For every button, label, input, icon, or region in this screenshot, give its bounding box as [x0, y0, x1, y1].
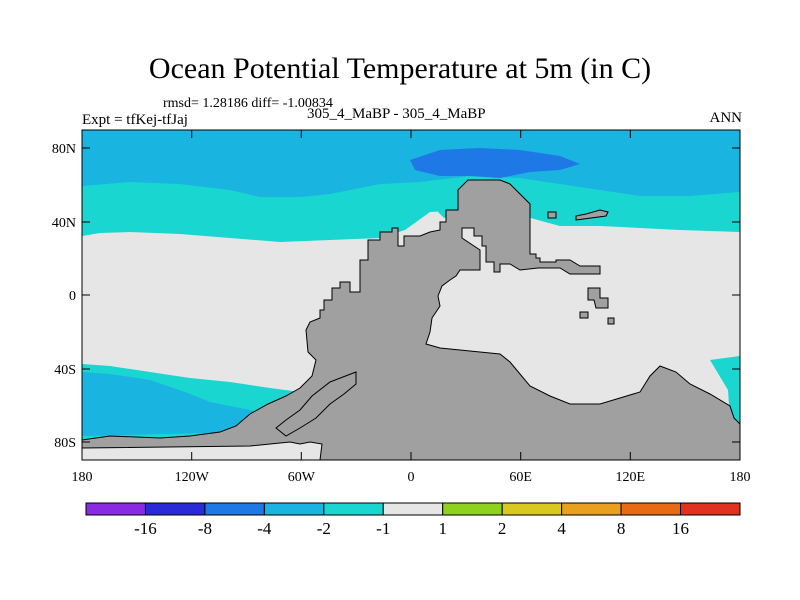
page-title: Ocean Potential Temperature at 5m (in C) [148, 52, 652, 85]
land-island-2 [587, 287, 609, 309]
land-island-1 [575, 209, 609, 221]
colorbar: -16 -8 -4 -2 -1 1 2 4 8 16 [85, 502, 741, 538]
lat-tick-marks [82, 147, 740, 443]
north-sky-band [82, 130, 740, 197]
land-island-5 [547, 211, 557, 219]
lon-label-120w: 120W [175, 470, 210, 485]
land-supercontinent [82, 179, 740, 460]
lon-label-60e: 60E [509, 470, 532, 485]
colorbar-box [620, 502, 682, 516]
colorbar-box [561, 502, 622, 516]
colorbar-box [263, 502, 325, 516]
lon-label-60w: 60W [288, 470, 316, 485]
south-sky-patch [82, 372, 270, 436]
lon-label-180w: 180 [72, 470, 93, 485]
land-masses [82, 179, 740, 460]
lon-label-180e: 180 [730, 470, 751, 485]
colorbar-box [144, 502, 206, 516]
lon-label-120e: 120E [616, 470, 646, 485]
lon-label-0: 0 [408, 470, 415, 485]
colorbar-box [382, 502, 444, 516]
lat-label-80n: 80N [52, 142, 76, 157]
colorbar-label: -2 [317, 519, 331, 538]
arctic-blue-patch [410, 148, 580, 178]
colorbar-box [323, 502, 384, 516]
colorbar-label: -4 [257, 519, 272, 538]
colorbar-box [680, 502, 741, 516]
case-label: 305_4_MaBP - 305_4_MaBP [307, 106, 486, 122]
stats-label: rmsd= 1.28186 diff= -1.00834 [163, 96, 333, 111]
colorbar-label: 1 [438, 519, 447, 538]
colorbar-label: -8 [198, 519, 212, 538]
colorbar-label: 16 [672, 519, 689, 538]
land-peninsula [275, 371, 357, 437]
colorbar-label: 8 [617, 519, 626, 538]
land-island-4 [607, 317, 615, 325]
land-island-3 [579, 311, 589, 319]
colorbar-box [204, 502, 265, 516]
lat-label-40s: 40S [54, 363, 76, 378]
colorbar-box [85, 502, 146, 516]
colorbar-label: -1 [376, 519, 390, 538]
experiment-label: Expt = tfKej-tfJaj [82, 112, 188, 128]
colorbar-labels: -16 -8 -4 -2 -1 1 2 4 8 16 [134, 519, 689, 538]
lat-label-80s: 80S [54, 436, 76, 451]
season-label: ANN [709, 110, 743, 126]
colorbar-label: 4 [557, 519, 566, 538]
map-plot: 80N 40N 0 40S 80S 180 120W 60W 0 60E 120… [52, 129, 751, 485]
colorbar-label: 2 [498, 519, 507, 538]
lat-label-40n: 40N [52, 216, 76, 231]
colorbar-boxes [85, 502, 741, 516]
colorbar-label: -16 [134, 519, 157, 538]
colorbar-box [442, 502, 503, 516]
lat-label-0: 0 [69, 289, 76, 304]
colorbar-box [501, 502, 563, 516]
lon-tick-marks [81, 130, 741, 460]
